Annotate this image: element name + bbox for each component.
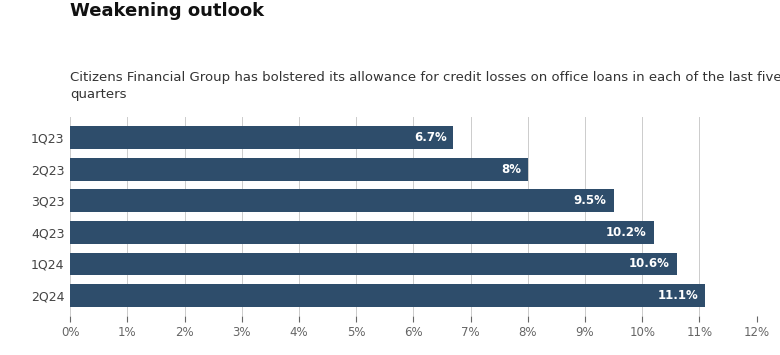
Bar — [70, 189, 614, 212]
Text: 10.6%: 10.6% — [629, 257, 670, 271]
Text: 10.2%: 10.2% — [606, 226, 647, 239]
Text: 11.1%: 11.1% — [658, 289, 698, 302]
Text: 8%: 8% — [501, 163, 521, 176]
Text: 6.7%: 6.7% — [414, 131, 447, 144]
Bar — [70, 221, 654, 244]
Text: Citizens Financial Group has bolstered its allowance for credit losses on office: Citizens Financial Group has bolstered i… — [70, 71, 780, 101]
Text: Weakening outlook: Weakening outlook — [70, 2, 264, 20]
Bar — [70, 284, 705, 307]
Bar — [70, 252, 676, 275]
Bar — [70, 158, 528, 181]
Bar — [70, 126, 453, 149]
Text: 9.5%: 9.5% — [574, 194, 607, 207]
